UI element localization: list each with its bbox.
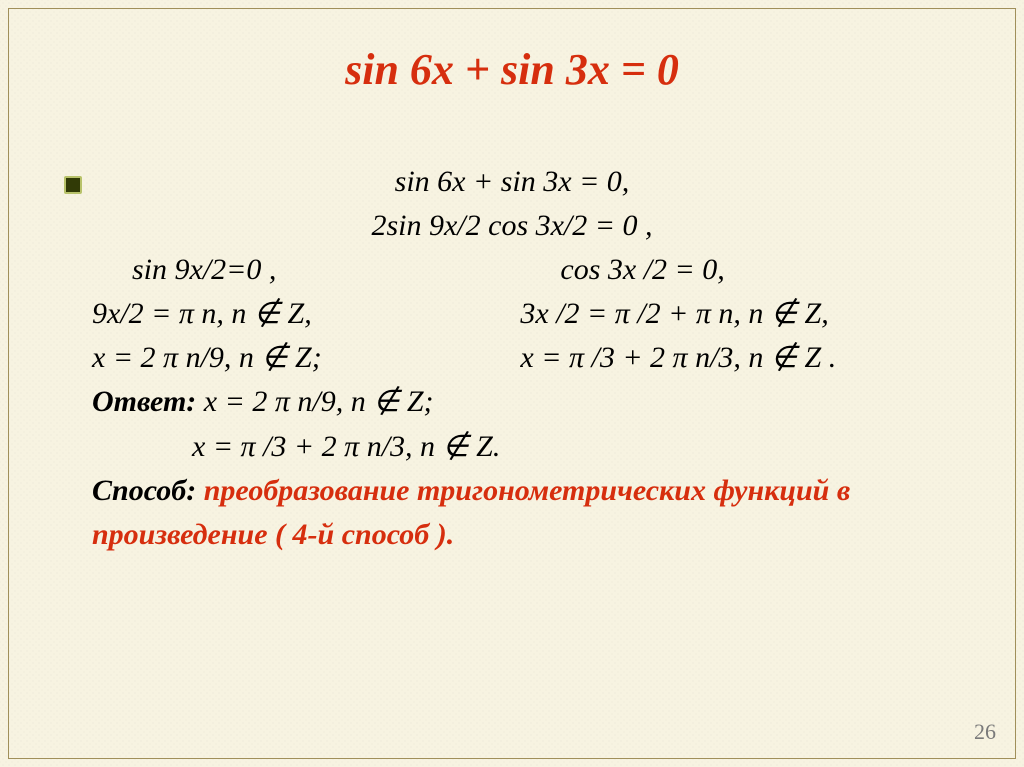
page-number: 26: [974, 719, 996, 745]
equation-line-3: sin 9x/2=0 , cos 3x /2 = 0,: [92, 248, 932, 292]
method-line: Способ: преобразование тригонометрически…: [92, 469, 932, 557]
slide-body: sin 6x + sin 3x = 0, 2sin 9x/2 cos 3x/2 …: [92, 160, 932, 557]
answer-label: Ответ:: [92, 385, 196, 418]
equation-line-5: x = 2 π n/9, n ∉ Z; x = π /3 + 2 π n/3, …: [92, 336, 932, 380]
slide-title: sin 6x + sin 3x = 0: [0, 44, 1024, 95]
answer-line-1: Ответ: x = 2 π n/9, n ∉ Z;: [92, 380, 932, 424]
answer-line-2: x = π /3 + 2 π n/3, n ∉ Z.: [92, 425, 932, 469]
equation-line-3-right: cos 3x /2 = 0,: [560, 248, 932, 292]
answer-line-1-rest: x = 2 π n/9, n ∉ Z;: [196, 385, 433, 418]
method-label: Способ:: [92, 474, 204, 507]
equation-line-4-right: 3x /2 = π /2 + π n, n ∉ Z,: [520, 292, 932, 336]
equation-line-5-left: x = 2 π n/9, n ∉ Z;: [92, 336, 520, 380]
equation-line-3-left: sin 9x/2=0 ,: [92, 248, 560, 292]
method-text: преобразование тригонометрических функци…: [92, 474, 850, 551]
equation-line-2: 2sin 9x/2 cos 3x/2 = 0 ,: [92, 204, 932, 248]
slide: sin 6x + sin 3x = 0 sin 6x + sin 3x = 0,…: [0, 0, 1024, 767]
equation-line-4-left: 9x/2 = π n, n ∉ Z,: [92, 292, 520, 336]
equation-line-5-right: x = π /3 + 2 π n/3, n ∉ Z .: [520, 336, 932, 380]
bullet-icon: [64, 176, 82, 194]
equation-line-4: 9x/2 = π n, n ∉ Z, 3x /2 = π /2 + π n, n…: [92, 292, 932, 336]
equation-line-1: sin 6x + sin 3x = 0,: [92, 160, 932, 204]
